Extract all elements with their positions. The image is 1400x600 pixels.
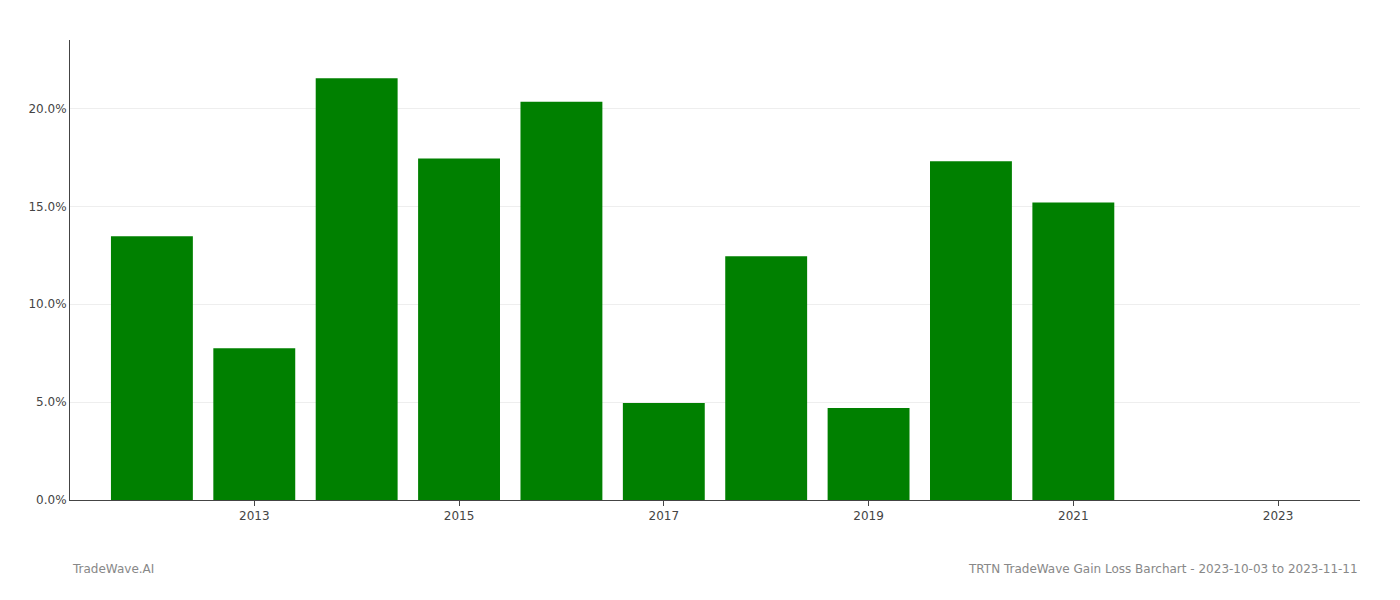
svg-text:2015: 2015 [444, 509, 475, 523]
svg-text:2013: 2013 [239, 509, 270, 523]
svg-text:2019: 2019 [853, 509, 884, 523]
svg-text:10.0%: 10.0% [28, 297, 66, 311]
svg-text:2023: 2023 [1263, 509, 1294, 523]
svg-text:0.0%: 0.0% [36, 493, 67, 507]
svg-text:20.0%: 20.0% [28, 102, 66, 116]
svg-text:2021: 2021 [1058, 509, 1089, 523]
svg-text:TradeWave.AI: TradeWave.AI [72, 562, 154, 576]
svg-text:5.0%: 5.0% [36, 395, 67, 409]
svg-text:TRTN TradeWave Gain Loss Barch: TRTN TradeWave Gain Loss Barchart - 2023… [968, 562, 1358, 576]
svg-text:2017: 2017 [649, 509, 680, 523]
svg-text:15.0%: 15.0% [28, 200, 66, 214]
